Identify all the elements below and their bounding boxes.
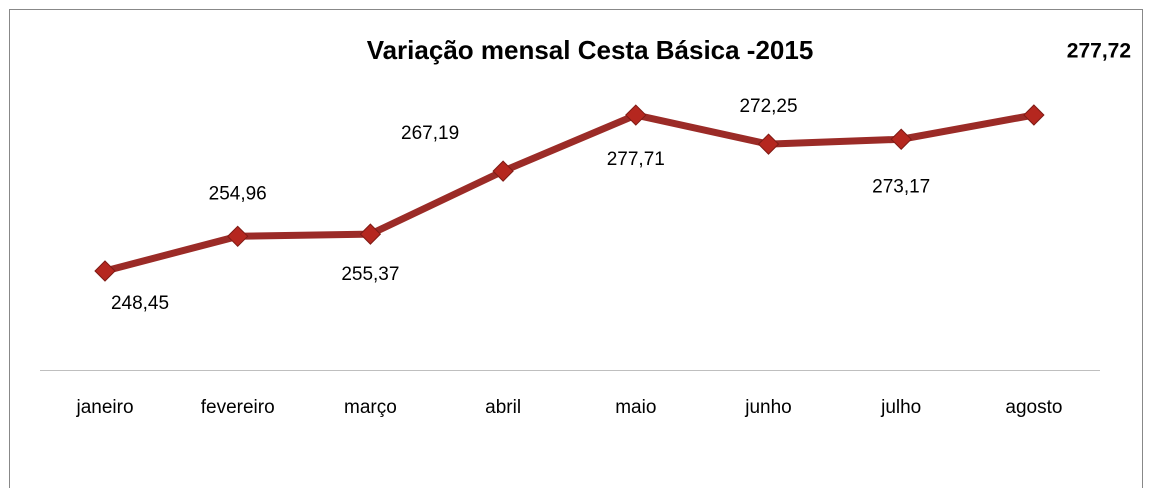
data-label: 277,71: [607, 149, 665, 170]
data-label: 272,25: [739, 96, 797, 117]
x-tick-label: maio: [615, 397, 656, 418]
x-tick-label: junho: [744, 397, 792, 418]
marker: [359, 223, 382, 245]
chart-border: [9, 9, 1143, 488]
x-tick-label: fevereiro: [201, 397, 275, 418]
marker: [625, 104, 647, 126]
x-tick-label: abril: [485, 397, 521, 418]
marker: [492, 160, 514, 182]
x-tick-label: março: [344, 397, 397, 418]
marker: [226, 225, 249, 248]
marker: [94, 260, 116, 282]
data-label: 277,72: [1067, 40, 1131, 63]
data-label: 255,37: [341, 264, 399, 285]
data-label: 248,45: [111, 293, 169, 314]
marker: [1023, 104, 1045, 126]
chart-title: Variação mensal Cesta Básica -2015: [367, 35, 814, 65]
data-label: 273,17: [872, 176, 930, 197]
x-tick-label: julho: [880, 397, 921, 418]
line: [104, 111, 1035, 275]
x-tick-label: agosto: [1005, 397, 1062, 418]
marker: [890, 128, 912, 150]
data-label: 267,19: [401, 123, 459, 144]
data-label: 254,96: [209, 183, 267, 204]
x-tick-label: janeiro: [75, 397, 133, 418]
marker: [757, 133, 780, 155]
